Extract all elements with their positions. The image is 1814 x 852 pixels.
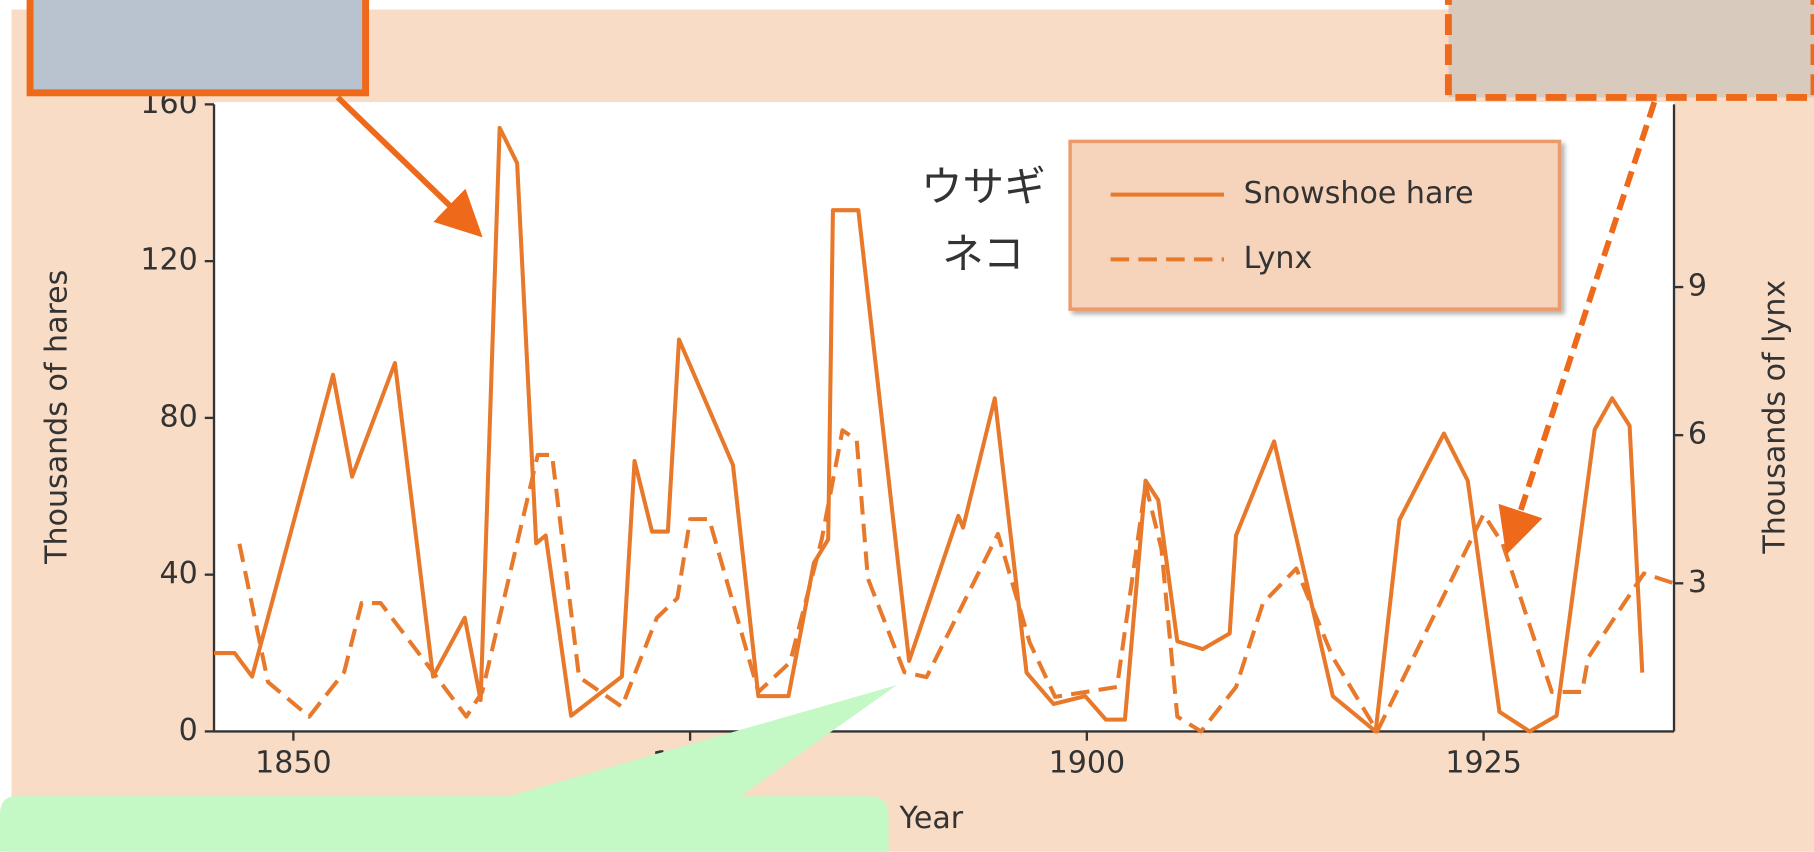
y-tick-label: 40 (160, 556, 198, 591)
hare-photo (30, 0, 365, 93)
y2-axis-label: Thousands of lynx (1757, 280, 1792, 555)
lynx-photo (1448, 0, 1814, 97)
annotation: ウサギ (921, 162, 1046, 211)
y-tick-label: 80 (160, 399, 198, 434)
y-axis-label: Thousands of hares (39, 270, 74, 565)
annotation: ネコ (942, 229, 1024, 278)
chart: 040801201603691850187519001925 Snowshoe … (0, 0, 1814, 852)
x-tick-label: 1900 (1049, 745, 1126, 780)
legend-label: Lynx (1244, 241, 1313, 276)
y-tick-label: 120 (140, 243, 197, 278)
y2-tick-label: 3 (1688, 565, 1707, 600)
x-tick-label: 1850 (255, 745, 332, 780)
x-tick-label: 1925 (1445, 745, 1522, 780)
legend-box (1070, 141, 1559, 309)
y2-tick-label: 9 (1688, 269, 1707, 304)
x-axis-label: Year (898, 801, 963, 836)
legend-label: Snowshoe hare (1244, 176, 1474, 211)
y2-tick-label: 6 (1688, 417, 1707, 452)
y-tick-label: 0 (179, 713, 198, 748)
